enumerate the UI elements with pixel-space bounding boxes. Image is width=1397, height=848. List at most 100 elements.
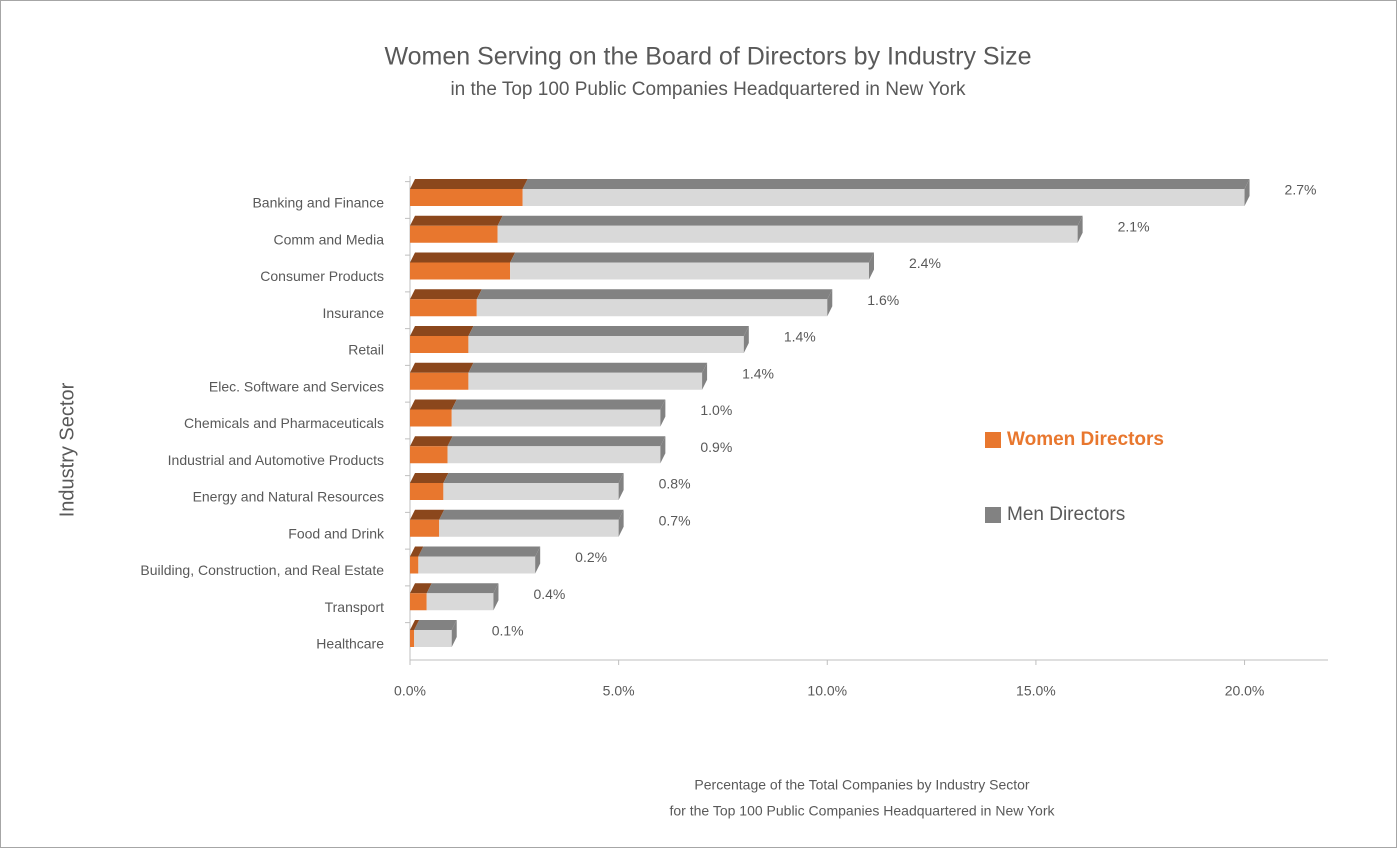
bar-side [618, 509, 624, 537]
bar [418, 556, 536, 574]
y-tick-label: Energy and Natural Resources [193, 489, 384, 505]
bar-top [497, 215, 1083, 226]
y-tick-label: Healthcare [316, 636, 384, 652]
y-tick-label: Chemicals and Pharmaceuticals [184, 415, 384, 431]
data-label: 1.4% [742, 365, 774, 381]
bar-top [418, 546, 541, 557]
bar-side [743, 326, 749, 353]
data-label: 0.8% [659, 476, 691, 492]
bar-side [535, 546, 541, 574]
data-label: 0.9% [700, 439, 732, 455]
bar-top [410, 546, 424, 557]
chart-subtitle: in the Top 100 Public Companies Headquar… [450, 79, 966, 100]
data-label: 0.2% [575, 549, 607, 565]
bar [410, 299, 477, 317]
y-tick-label: Transport [325, 599, 385, 615]
x-tick-label: 20.0% [1225, 683, 1265, 699]
bar-top [410, 436, 453, 447]
bar-top [439, 509, 624, 520]
bar-top [410, 179, 528, 189]
bar-side [660, 399, 666, 427]
legend-swatch [985, 507, 1001, 523]
bar [410, 593, 427, 611]
x-tick-label: 5.0% [603, 683, 635, 699]
data-label: 1.0% [700, 402, 732, 418]
bar [410, 262, 511, 280]
data-label: 2.4% [909, 255, 941, 271]
bar [410, 483, 444, 500]
bar-top [410, 289, 482, 300]
bar-side [1244, 179, 1250, 206]
bar-top [447, 436, 666, 447]
bar-side [869, 252, 874, 280]
bar-top [510, 252, 874, 263]
bar [410, 519, 440, 537]
legend-label: Women Directors [1007, 429, 1164, 450]
bar [468, 336, 744, 353]
bar [410, 225, 498, 243]
y-tick-label: Elec. Software and Services [209, 378, 384, 394]
bar [410, 372, 469, 390]
bar-top [468, 362, 708, 373]
bar [410, 189, 523, 206]
x-axis-title: Percentage of the Total Companies by Ind… [694, 777, 1029, 793]
bar-top [410, 399, 457, 410]
bar-top [410, 509, 445, 520]
bar-side [702, 362, 708, 390]
y-tick-label: Insurance [323, 305, 385, 321]
bar-side [1077, 215, 1083, 243]
bar-side [451, 620, 457, 647]
bar-top [410, 362, 474, 373]
y-tick-label: Comm and Media [274, 231, 385, 247]
chart-title: Women Serving on the Board of Directors … [384, 43, 1031, 71]
bar-side [618, 473, 624, 500]
data-label: 2.7% [1285, 182, 1317, 198]
bar-side [660, 436, 666, 464]
y-axis-title: Industry Sector [56, 382, 78, 517]
data-label: 1.6% [867, 292, 899, 308]
x-tick-label: 10.0% [807, 683, 847, 699]
x-tick-label: 15.0% [1016, 683, 1056, 699]
bar [443, 483, 619, 500]
bar [439, 519, 619, 537]
bar [426, 593, 494, 611]
bar [451, 409, 661, 427]
bar-top [410, 583, 432, 594]
y-tick-label: Retail [348, 342, 384, 358]
bar [410, 446, 448, 464]
bar-top [410, 473, 449, 483]
y-tick-label: Food and Drink [288, 525, 385, 541]
bar [510, 262, 869, 280]
data-label: 2.1% [1118, 218, 1150, 234]
bar-top [476, 289, 833, 300]
bar [476, 299, 828, 317]
bar-top [410, 620, 420, 630]
x-tick-label: 0.0% [394, 683, 426, 699]
y-tick-label: Consumer Products [260, 268, 384, 284]
bar [410, 630, 415, 647]
bar-top [443, 473, 624, 483]
bar-side [827, 289, 833, 317]
bar [410, 336, 469, 353]
data-label: 1.4% [784, 329, 816, 345]
legend-label: Men Directors [1007, 504, 1125, 525]
bar-top [468, 326, 749, 336]
y-tick-label: Industrial and Automotive Products [168, 452, 384, 468]
x-axis-title: for the Top 100 Public Companies Headqua… [670, 803, 1056, 819]
legend-swatch [985, 432, 1001, 448]
bar-side [493, 583, 499, 611]
bar [497, 225, 1078, 243]
y-tick-label: Building, Construction, and Real Estate [140, 562, 384, 578]
bar-top [414, 620, 457, 630]
bar-top [410, 215, 503, 226]
bar-top [410, 252, 516, 263]
bar-top [410, 326, 474, 336]
bar [522, 189, 1245, 206]
bar [410, 409, 452, 427]
y-tick-label: Banking and Finance [252, 195, 384, 211]
bar-top [426, 583, 499, 594]
data-label: 0.7% [659, 512, 691, 528]
bar [468, 372, 703, 390]
data-label: 0.1% [492, 623, 524, 639]
